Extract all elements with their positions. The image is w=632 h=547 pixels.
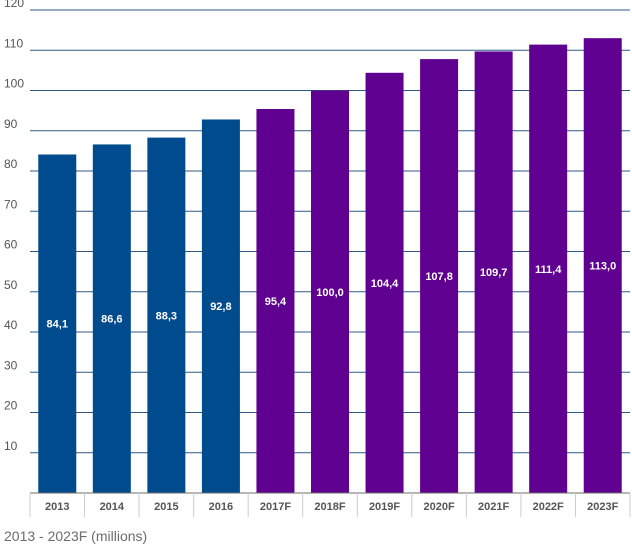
bar <box>583 38 622 494</box>
bar <box>311 90 349 493</box>
bar-value-label: 86,6 <box>101 314 122 326</box>
bar-value-label: 95,4 <box>265 296 287 308</box>
bar <box>420 59 459 493</box>
bar-chart: 10 20 30 40 50 60 70 80 90 100 110 120 84,1 86,6 88,3 9… <box>4 0 631 517</box>
y-tick-label: 30 <box>4 358 18 372</box>
bar <box>365 72 404 493</box>
y-tick-label: 60 <box>4 238 18 252</box>
y-tick-label: 20 <box>4 399 18 413</box>
x-tick-label: 2020F <box>423 501 454 513</box>
x-tick-label: 2019F <box>369 501 400 513</box>
y-tick-label: 80 <box>4 157 18 171</box>
y-tick-label: 50 <box>4 278 18 292</box>
x-tick-label: 2016 <box>209 501 233 513</box>
bar <box>256 109 295 493</box>
x-tick-label: 2014 <box>100 501 125 513</box>
x-tick-label: 2022F <box>533 501 564 513</box>
y-tick-label: 100 <box>4 77 24 91</box>
x-tick-label: 2017F <box>260 501 291 513</box>
x-tick-label: 2015 <box>154 501 178 513</box>
bar <box>201 119 240 493</box>
x-tick-label: 2021F <box>478 501 509 513</box>
bar <box>92 144 131 493</box>
bar-value-label: 104,4 <box>371 278 399 290</box>
x-tick-label: 2018F <box>314 501 345 513</box>
y-tick-label: 70 <box>4 197 18 211</box>
y-tick-label: 90 <box>4 117 18 131</box>
bar-value-label: 92,8 <box>210 301 231 313</box>
y-tick-label: 120 <box>4 0 24 10</box>
bar <box>474 51 513 494</box>
bar-value-label: 109,7 <box>480 267 508 279</box>
bar-value-label: 100,0 <box>316 287 344 299</box>
y-tick-label: 10 <box>4 439 18 453</box>
y-tick-label: 40 <box>4 318 18 332</box>
y-tick-label: 110 <box>4 36 23 50</box>
bar-value-label: 84,1 <box>47 319 68 331</box>
bar-value-label: 107,8 <box>425 271 453 283</box>
bar <box>38 154 77 493</box>
chart-caption: 2013 - 2023F (millions) <box>4 528 148 544</box>
bar <box>529 44 568 494</box>
bar <box>147 137 186 493</box>
bar-value-label: 113,0 <box>589 261 616 273</box>
x-tick-label: 2013 <box>45 501 69 513</box>
bar-value-label: 88,3 <box>156 310 177 322</box>
x-tick-label: 2023F <box>587 501 618 513</box>
bar-value-label: 111,4 <box>535 264 562 276</box>
